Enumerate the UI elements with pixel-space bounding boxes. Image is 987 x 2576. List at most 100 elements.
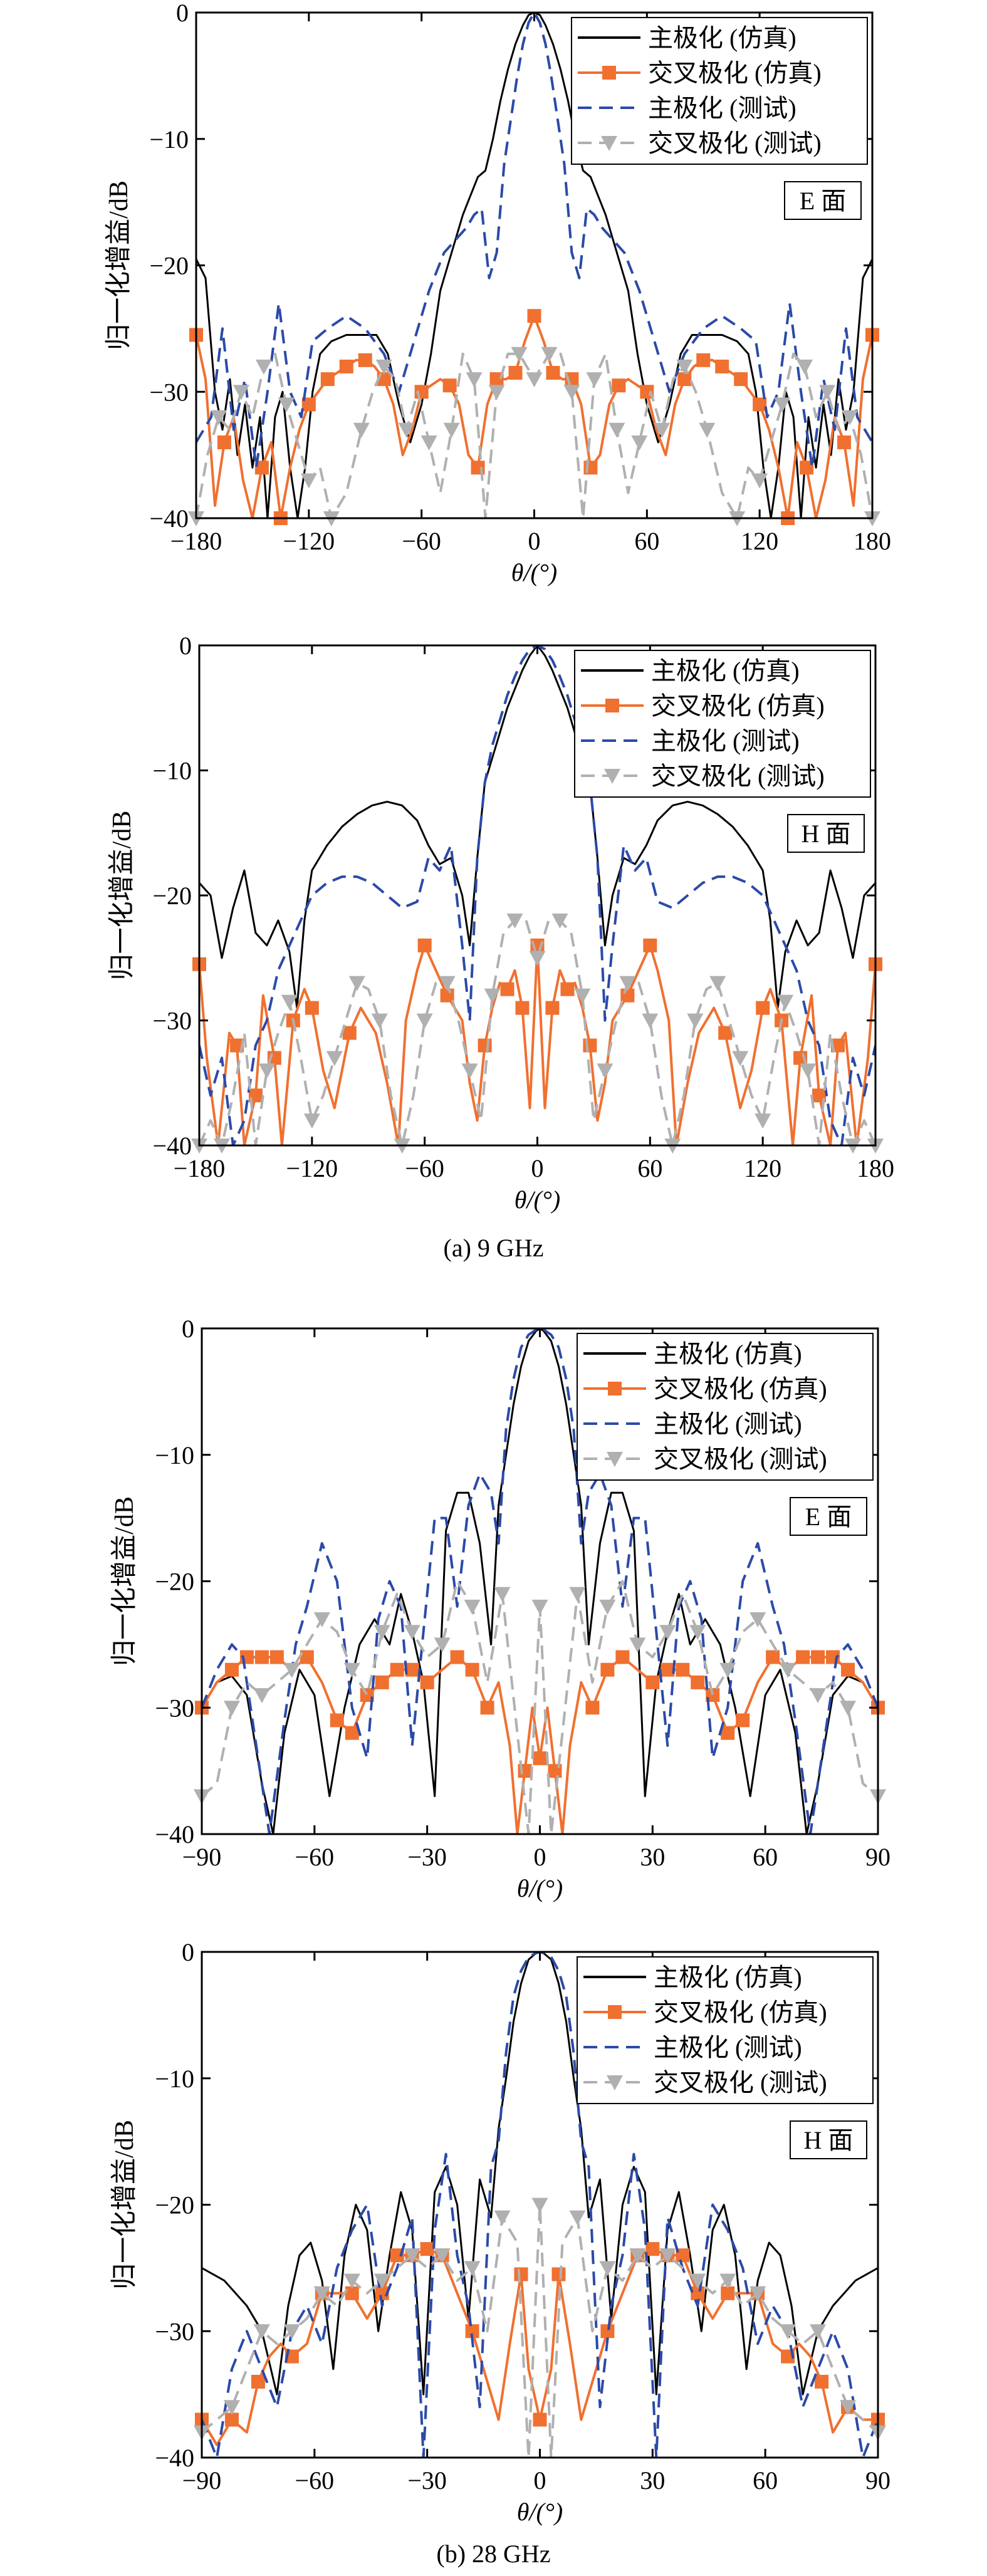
series-marker-triangle bbox=[371, 1013, 388, 1029]
chart-panel-4: −90 −60 −30 0 30 60 90 0 −10 −20 −30 −40 θ/(°) 归一化增益/… bbox=[110, 1938, 890, 2526]
series-marker-square bbox=[583, 1038, 597, 1053]
series-marker-triangle bbox=[531, 2198, 548, 2213]
series-marker-triangle bbox=[461, 1063, 478, 1079]
x-tick-label: 0 bbox=[531, 1154, 544, 1182]
x-tick-label: 0 bbox=[534, 2466, 546, 2495]
series-marker-square bbox=[330, 1713, 344, 1728]
legend-box bbox=[577, 1956, 874, 2104]
series-marker-square bbox=[661, 1662, 675, 1677]
plane-annotation-label: H 面 bbox=[802, 820, 851, 848]
legend-box bbox=[574, 650, 871, 798]
series-marker-triangle bbox=[283, 1662, 300, 1678]
series-marker-square bbox=[811, 1650, 825, 1664]
x-tick-label: 120 bbox=[744, 1154, 781, 1182]
x-tick-label: −120 bbox=[286, 1154, 338, 1182]
plane-annotation-label: E 面 bbox=[805, 1503, 852, 1531]
y-tick-label: −30 bbox=[152, 1007, 192, 1035]
series-marker-triangle bbox=[676, 359, 693, 375]
x-tick-label: 60 bbox=[753, 1843, 778, 1871]
series-marker-triangle bbox=[283, 2324, 300, 2340]
legend-label: 主极化 (测试) bbox=[654, 1410, 802, 1438]
x-tick-label: −90 bbox=[182, 1843, 222, 1871]
y-axis-label: 归一化增益/dB bbox=[110, 1496, 139, 1666]
series-marker-square bbox=[715, 359, 729, 373]
series-marker-square bbox=[465, 1662, 479, 1677]
series-marker-square bbox=[450, 1650, 464, 1664]
legend-label: 主极化 (测试) bbox=[648, 94, 796, 122]
y-axis-label: 归一化增益/dB bbox=[108, 811, 137, 981]
series-marker-triangle bbox=[398, 422, 415, 438]
series-marker-square bbox=[465, 2324, 479, 2339]
series-marker-square bbox=[224, 1662, 239, 1677]
series-marker-square bbox=[301, 397, 316, 412]
series-marker-square bbox=[533, 2412, 547, 2427]
y-tick-label: −30 bbox=[155, 1694, 194, 1722]
series-marker-triangle bbox=[629, 2248, 646, 2264]
series-marker-triangle bbox=[755, 1113, 771, 1129]
y-axis-label: 归一化增益/dB bbox=[105, 180, 133, 350]
series-marker-triangle bbox=[253, 1688, 270, 1704]
series-line-3 bbox=[202, 1328, 878, 1834]
series-marker-triangle bbox=[434, 1637, 451, 1653]
x-tick-label: −180 bbox=[170, 527, 222, 555]
series-marker-triangle bbox=[796, 359, 813, 375]
series-marker-triangle bbox=[494, 1587, 511, 1602]
series-marker-triangle bbox=[278, 397, 295, 413]
series-marker-square bbox=[600, 1662, 615, 1677]
series-marker-triangle bbox=[687, 1013, 704, 1029]
y-tick-label: −30 bbox=[155, 2317, 194, 2345]
plane-annotation-label: H 面 bbox=[804, 2126, 854, 2154]
series-marker-square bbox=[734, 372, 748, 387]
x-axis-label: θ/(°) bbox=[511, 558, 557, 587]
y-tick-label: −10 bbox=[155, 1441, 194, 1469]
x-tick-label: 60 bbox=[637, 1154, 662, 1182]
series-marker-triangle bbox=[511, 347, 528, 362]
x-tick-label: −120 bbox=[283, 527, 335, 555]
series-line-4 bbox=[202, 2203, 878, 2458]
series-marker-triangle bbox=[541, 347, 558, 362]
legend-label: 主极化 (仿真) bbox=[648, 24, 796, 52]
x-tick-label: 180 bbox=[854, 527, 891, 555]
series-line-2 bbox=[199, 944, 875, 1145]
chart-panel-3: −90 −60 −30 0 30 60 90 0 −10 −20 −30 −40 θ/(°) 归一化增益/… bbox=[110, 1315, 890, 1902]
series-marker-triangle bbox=[494, 2210, 511, 2226]
series-marker-square bbox=[527, 309, 541, 323]
series-marker-square bbox=[721, 2286, 735, 2300]
series-marker-square bbox=[676, 2248, 690, 2263]
x-tick-label: 30 bbox=[640, 1843, 665, 1871]
series-marker-triangle bbox=[719, 1662, 736, 1678]
series-marker-triangle bbox=[373, 2273, 390, 2289]
x-tick-label: 90 bbox=[865, 2466, 890, 2495]
x-tick-label: 30 bbox=[640, 2466, 665, 2495]
series-marker-triangle bbox=[719, 2273, 736, 2289]
series-marker-square bbox=[339, 359, 353, 373]
y-tick-label: 0 bbox=[179, 632, 192, 660]
series-marker-square bbox=[837, 435, 852, 449]
series-marker-square bbox=[390, 1662, 404, 1677]
y-tick-label: −20 bbox=[155, 1568, 194, 1596]
legend-marker-triangle bbox=[604, 769, 620, 784]
legend-marker-triangle bbox=[601, 136, 617, 151]
series-marker-triangle bbox=[404, 1625, 420, 1640]
series-marker-square bbox=[251, 2374, 265, 2389]
series-marker-triangle bbox=[586, 372, 603, 388]
series-marker-square bbox=[515, 1001, 530, 1015]
series-marker-triangle bbox=[699, 422, 716, 438]
series-marker-square bbox=[489, 372, 504, 387]
series-marker-triangle bbox=[464, 1599, 481, 1615]
legend-label: 主极化 (仿真) bbox=[654, 1340, 802, 1368]
series-marker-square bbox=[545, 1001, 560, 1015]
caption-b: (b) 28 GHz bbox=[436, 2540, 551, 2568]
series-marker-triangle bbox=[599, 2261, 616, 2276]
y-tick-label: 0 bbox=[176, 0, 189, 27]
legend-marker-triangle bbox=[607, 1452, 623, 1467]
series-marker-square bbox=[345, 2286, 359, 2300]
series-marker-square bbox=[358, 353, 372, 367]
series-marker-triangle bbox=[629, 1637, 646, 1653]
series-marker-square bbox=[390, 2248, 404, 2263]
series-marker-triangle bbox=[597, 1063, 614, 1079]
series-marker-square bbox=[254, 1650, 269, 1664]
legend: 主极化 (仿真) 交叉极化 (仿真) 主极化 (测试) 交叉极化 (测试) bbox=[577, 1333, 874, 1481]
series-marker-triangle bbox=[732, 1051, 749, 1066]
